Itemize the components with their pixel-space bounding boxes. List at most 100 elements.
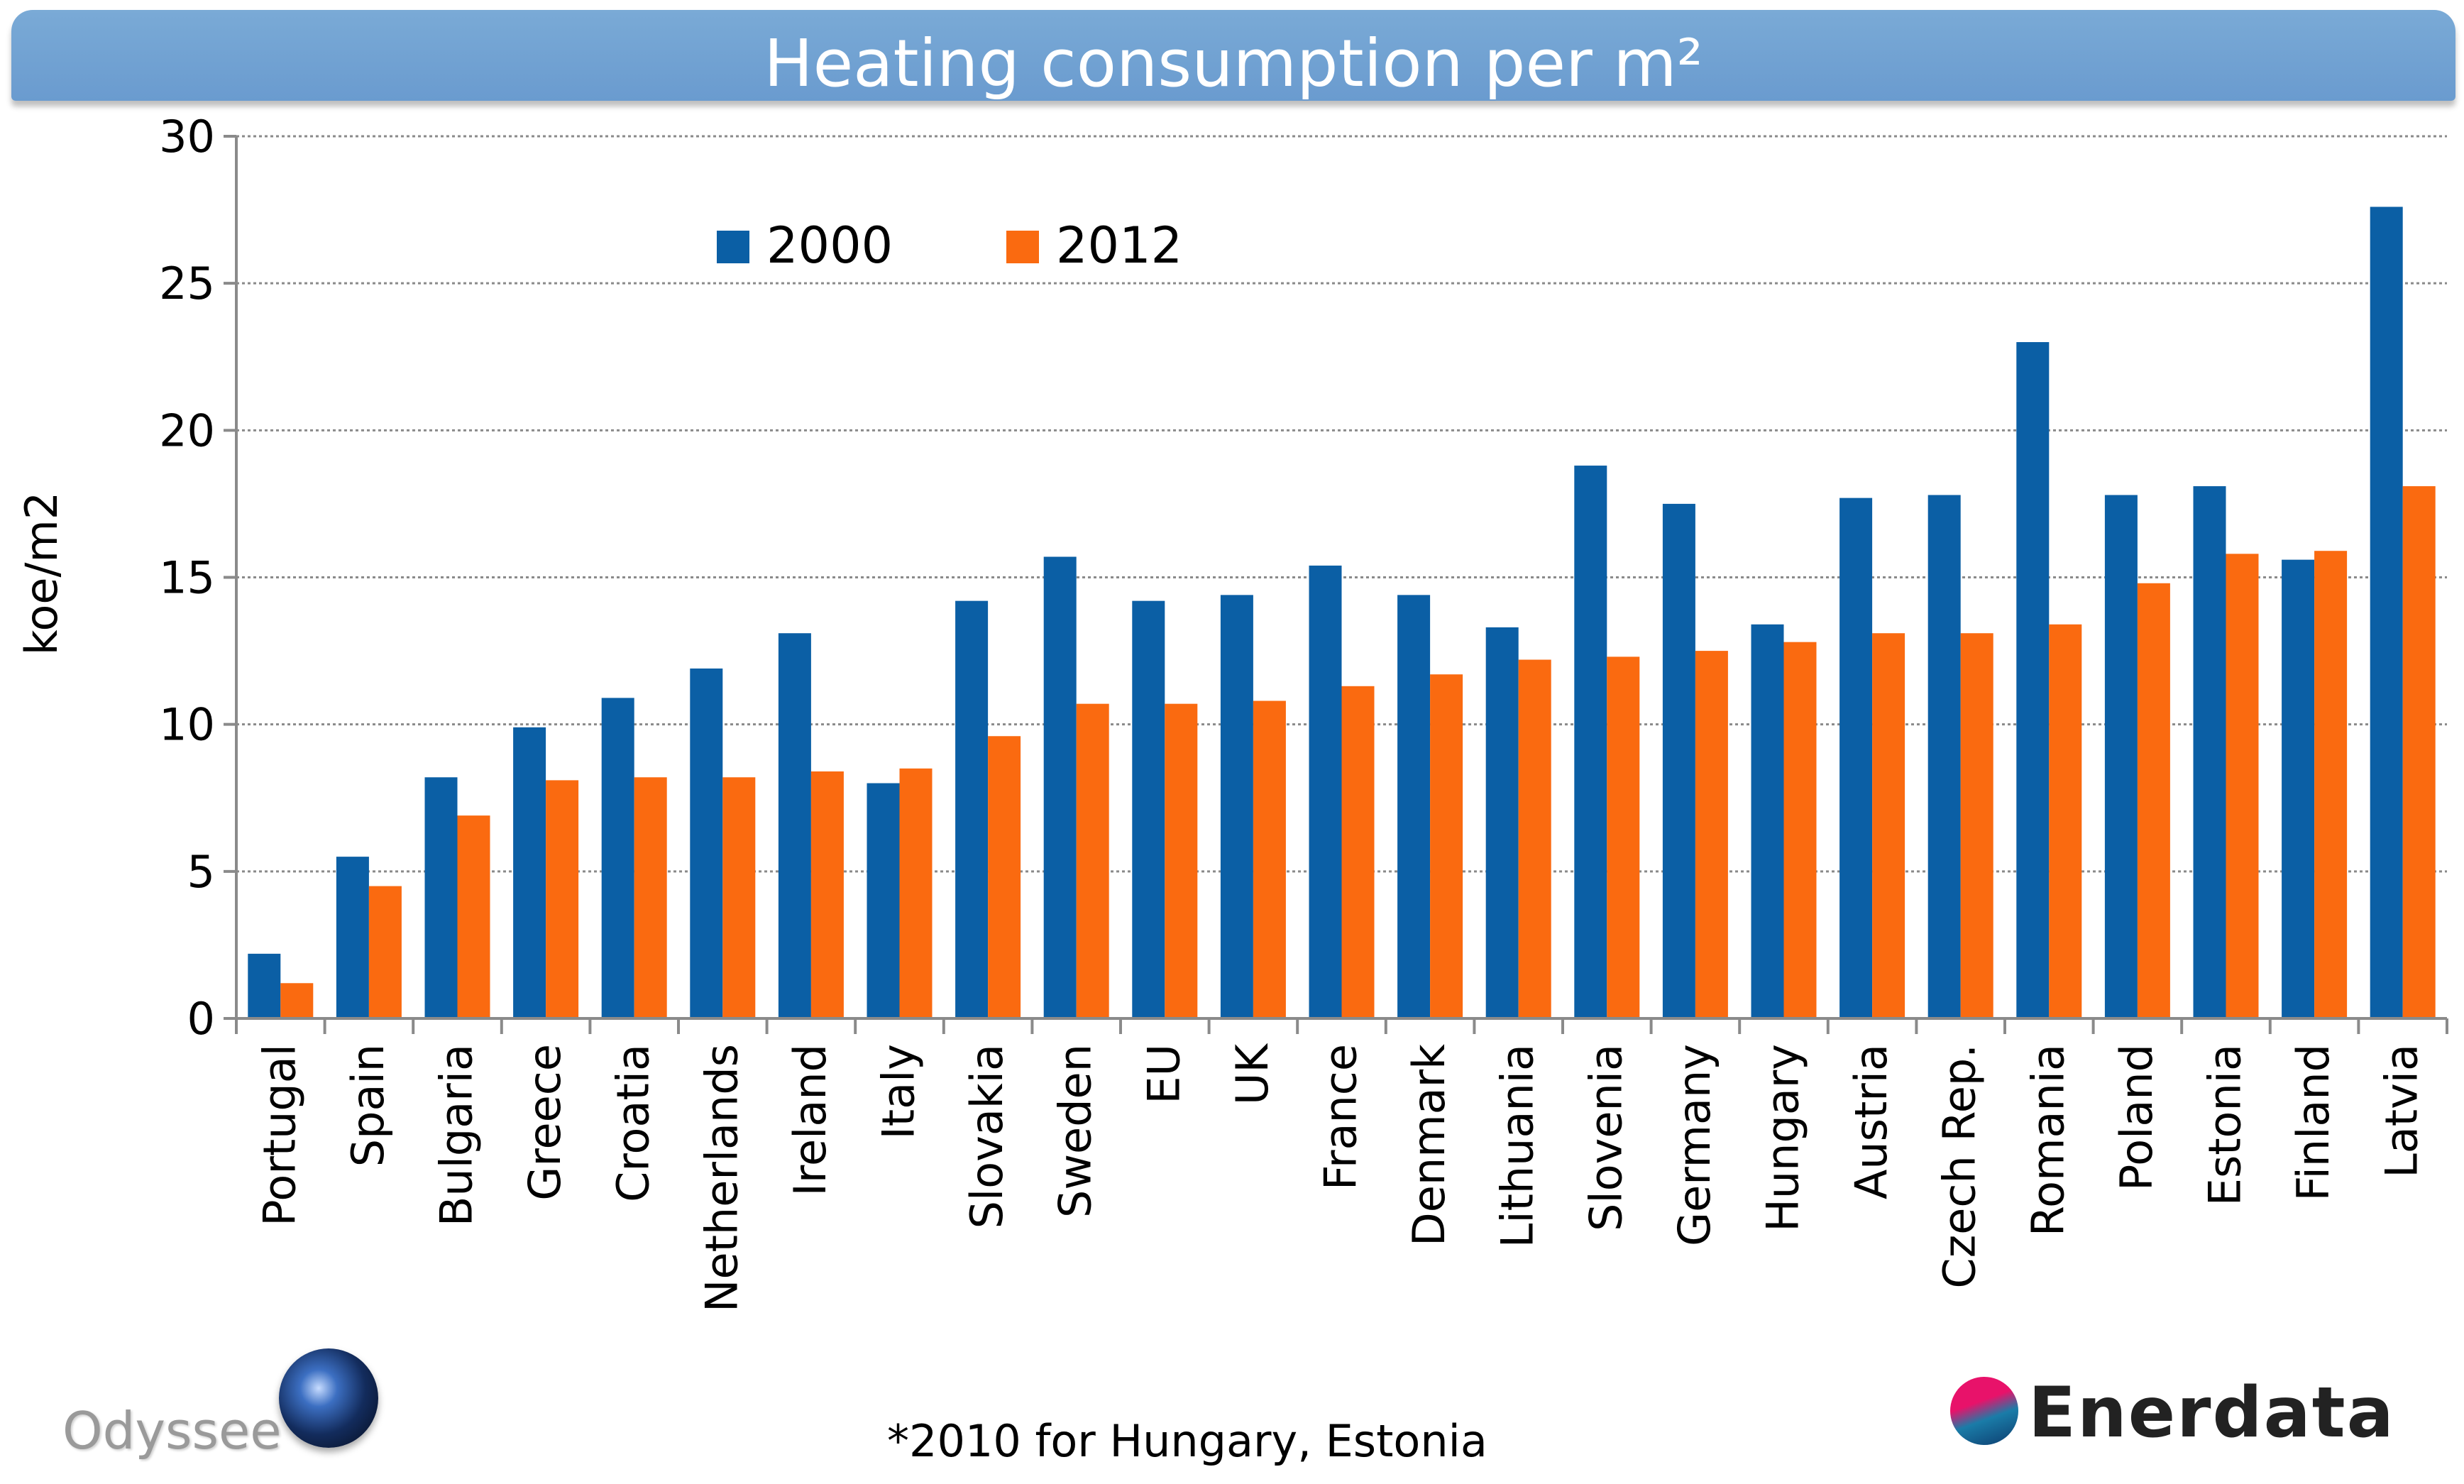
legend-label-2012: 2012	[1056, 216, 1182, 275]
bar-2000-uk	[1220, 595, 1253, 1018]
bar-2012-slovakia	[988, 736, 1021, 1018]
x-tick-label: Latvia	[2376, 1044, 2428, 1178]
x-tick-label: UK	[1226, 1043, 1278, 1105]
bar-2012-finland	[2314, 551, 2348, 1018]
bar-2000-portugal	[248, 953, 281, 1018]
bar-2000-hungary	[1751, 624, 1784, 1018]
bar-2000-ireland	[778, 633, 811, 1018]
enerdata-logo-text: Enerdata	[2028, 1373, 2395, 1453]
footnote: *2010 for Hungary, Estonia	[887, 1415, 1487, 1467]
bar-2000-sweden	[1043, 556, 1077, 1018]
bar-2012-greece	[546, 780, 579, 1018]
x-tick-label: Spain	[342, 1044, 394, 1167]
bar-2012-spain	[368, 886, 402, 1018]
bar-2012-estonia	[2226, 554, 2259, 1018]
x-tick-label: Italy	[873, 1044, 925, 1140]
y-tick-label: 25	[159, 258, 215, 309]
bar-2012-eu	[1165, 703, 1198, 1018]
bar-2000-bulgaria	[424, 777, 458, 1018]
bar-2000-croatia	[601, 698, 634, 1018]
legend-swatch-2000	[717, 231, 749, 263]
bar-2000-romania	[2016, 342, 2050, 1018]
bar-chart: 0 5 10 15 20 25 30 Portugal Spain Bulgaria Greece C…	[16, 111, 2448, 1312]
enerdata-swirl-icon	[1950, 1377, 2018, 1445]
x-tick-label: Bulgaria	[431, 1044, 483, 1226]
y-tick-label: 0	[187, 993, 215, 1045]
x-tick-label: Greece	[519, 1044, 571, 1201]
x-tick-label: Czech Rep.	[1934, 1044, 1986, 1289]
bar-2012-romania	[2049, 624, 2082, 1018]
x-tick-label: Lithuania	[1492, 1044, 1544, 1248]
bar-2012-ireland	[810, 771, 844, 1018]
bar-2000-denmark	[1397, 595, 1431, 1018]
legend-swatch-2012	[1006, 231, 1039, 263]
bar-2012-latvia	[2402, 486, 2436, 1018]
enerdata-logo: Enerdata	[1950, 1373, 2447, 1453]
bar-2012-hungary	[1783, 642, 1817, 1018]
bar-2012-sweden	[1076, 703, 1109, 1018]
bar-2000-eu	[1132, 600, 1165, 1018]
bar-2000-netherlands	[690, 668, 723, 1018]
x-tick-label: Finland	[2287, 1044, 2339, 1202]
x-tick-label: Poland	[2111, 1044, 2162, 1191]
odyssee-logo-text: Odyssee	[62, 1401, 282, 1461]
x-tick-label: Estonia	[2199, 1044, 2251, 1206]
bar-2000-finland	[2282, 559, 2315, 1018]
bar-2000-germany	[1662, 503, 1695, 1018]
y-axis-label: koe/m2	[16, 492, 67, 656]
bar-2012-croatia	[634, 777, 667, 1018]
x-tick-label: Denmark	[1403, 1044, 1455, 1246]
globe-icon	[279, 1348, 378, 1448]
bar-2012-uk	[1253, 700, 1286, 1018]
bar-2000-slovenia	[1574, 466, 1607, 1018]
x-tick-label: Germany	[1668, 1044, 1720, 1246]
bar-2000-lithuania	[1485, 627, 1519, 1018]
x-tick-label: Croatia	[607, 1044, 659, 1202]
bar-2012-italy	[899, 768, 933, 1018]
x-tick-label: Slovenia	[1580, 1044, 1632, 1231]
y-tick-label: 10	[159, 699, 215, 751]
bar-2000-poland	[2104, 495, 2138, 1018]
bar-2000-austria	[1839, 498, 1873, 1018]
bar-2012-netherlands	[722, 777, 756, 1018]
x-tick-label: EU	[1138, 1044, 1189, 1104]
bar-2012-lithuania	[1518, 659, 1551, 1018]
x-tick-label: Slovakia	[961, 1044, 1013, 1229]
bar-2000-greece	[513, 727, 546, 1018]
bar-2012-france	[1341, 686, 1375, 1018]
y-tick-label: 15	[159, 552, 215, 604]
bar-2000-czech-rep-	[1927, 495, 1961, 1018]
bar-2012-poland	[2137, 583, 2170, 1018]
bar-2000-italy	[867, 783, 900, 1018]
bars	[248, 207, 2436, 1019]
title-banner: Heating consumption per m²	[11, 10, 2455, 101]
bar-2012-slovenia	[1607, 656, 1640, 1018]
y-tick-label: 20	[159, 405, 215, 456]
x-tick-label: Portugal	[253, 1044, 305, 1226]
bar-2000-spain	[336, 857, 369, 1018]
bar-2000-estonia	[2193, 486, 2226, 1018]
x-tick-label: Austria	[1845, 1044, 1897, 1199]
bar-2012-germany	[1695, 651, 1728, 1018]
legend: 2000 2012	[717, 216, 1182, 275]
y-tick-label: 30	[159, 111, 215, 163]
x-tick-label: France	[1315, 1044, 1367, 1190]
axes: 0 5 10 15 20 25 30 Portugal Spain Bulgaria Greece C…	[159, 111, 2448, 1312]
y-tick-label: 5	[187, 846, 215, 898]
x-tick-label: Hungary	[1757, 1044, 1809, 1232]
x-tick-label: Ireland	[784, 1044, 836, 1196]
bar-2012-czech-rep-	[1960, 633, 1993, 1018]
bar-2012-bulgaria	[457, 815, 490, 1018]
x-tick-label: Sweden	[1050, 1044, 1101, 1218]
bar-2012-denmark	[1430, 674, 1463, 1018]
bar-2000-france	[1309, 565, 1342, 1018]
x-tick-label: Netherlands	[695, 1044, 747, 1312]
bar-2012-austria	[1872, 633, 1905, 1018]
odyssee-logo: Odyssee	[62, 1348, 389, 1476]
legend-label-2000: 2000	[766, 216, 893, 275]
bar-2000-slovakia	[955, 600, 989, 1018]
bar-2000-latvia	[2370, 207, 2403, 1019]
bar-2012-portugal	[280, 983, 314, 1018]
chart-title: Heating consumption per m²	[764, 26, 1703, 101]
x-tick-label: Romania	[2022, 1044, 2074, 1236]
